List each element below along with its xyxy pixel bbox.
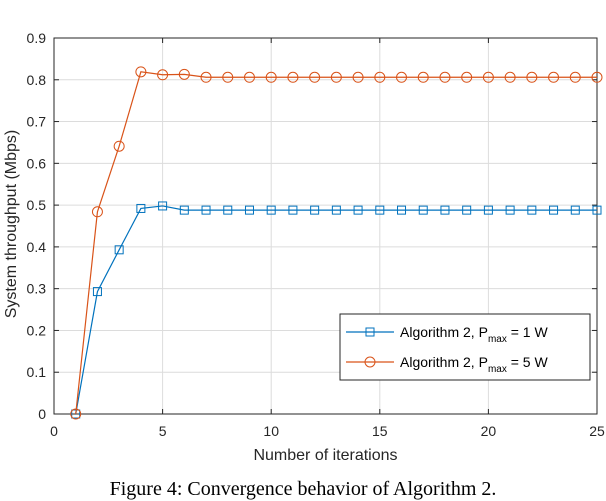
x-axis-label: Number of iterations [253,447,397,464]
x-tick-label: 0 [50,423,58,439]
data-point-circle [113,140,125,152]
data-point-square [310,205,320,215]
x-tick-label: 15 [372,423,388,439]
y-tick-label: 0.2 [27,322,47,338]
data-point-square [397,205,407,215]
figure-caption: Figure 4: Convergence behavior of Algori… [109,478,497,500]
data-point-square [440,205,450,215]
data-point-square [549,205,559,215]
data-point-circle [222,71,234,83]
legend-item: Algorithm 2, Pmax = 5 W [346,354,548,375]
data-point-circle [374,71,386,83]
y-tick-label: 0.5 [27,197,47,213]
series-layer [70,66,603,420]
data-point-circle [569,71,581,83]
data-point-square [375,205,385,215]
data-point-circle [135,66,147,78]
data-point-square [114,245,124,255]
legend-marker-circle [364,356,376,368]
y-axis-label: System throughput (Mbps) [3,130,20,319]
data-point-circle [287,71,299,83]
data-point-circle [243,71,255,83]
data-point-circle [396,71,408,83]
x-tick-label: 20 [481,423,497,439]
data-point-square [483,205,493,215]
data-point-square [462,205,472,215]
y-tick-label: 0.9 [27,30,47,46]
data-point-square [201,205,211,215]
legend-label: Algorithm 2, Pmax = 5 W [400,354,548,375]
data-point-square [353,205,363,215]
y-tick-label: 0.4 [27,239,47,255]
data-point-circle [330,71,342,83]
series-line [75,71,597,415]
data-point-circle [591,71,603,83]
legend-item: Algorithm 2, Pmax = 1 W [346,324,548,345]
data-point-circle [482,71,494,83]
data-point-circle [504,71,516,83]
data-point-square [179,205,189,215]
data-point-circle [178,68,190,80]
y-tick-label: 0.6 [27,155,47,171]
data-point-circle [157,69,169,81]
x-tick-label: 10 [263,423,279,439]
x-tick-label: 25 [589,423,605,439]
legend-marker-square [365,327,375,337]
data-point-circle [352,71,364,83]
legend: Algorithm 2, Pmax = 1 W Algorithm 2, Pmax… [339,313,591,381]
series-2 [70,66,603,420]
legend-box [339,313,591,381]
plot-area-frame [53,37,598,415]
data-point-square [592,205,602,215]
y-tick-label: 0.3 [27,281,47,297]
data-point-square [244,205,254,215]
data-point-circle [70,408,82,420]
data-point-circle [265,71,277,83]
series-line [75,205,597,415]
data-point-square [223,205,233,215]
series-1 [71,201,602,419]
data-point-square [158,201,168,211]
data-point-square [418,205,428,215]
data-point-circle [461,71,473,83]
x-axis-ticks: 0 5 10 15 20 25 [50,38,605,439]
y-tick-label: 0 [38,406,46,422]
data-point-square [92,287,102,297]
y-tick-label: 0.1 [27,364,47,380]
data-point-square [527,205,537,215]
data-point-circle [91,206,103,218]
data-point-circle [417,71,429,83]
data-point-square [331,205,341,215]
data-point-circle [439,71,451,83]
x-tick-label: 5 [159,423,167,439]
data-point-circle [309,71,321,83]
data-point-square [505,205,515,215]
data-point-square [288,205,298,215]
data-point-square [266,205,276,215]
y-tick-label: 0.7 [27,114,47,130]
y-axis-ticks: 0 0.1 0.2 0.3 0.4 0.5 0.6 0.7 0.8 0.9 [27,30,597,422]
data-point-circle [548,71,560,83]
y-tick-label: 0.8 [27,72,47,88]
data-point-square [136,203,146,213]
legend-label: Algorithm 2, Pmax = 1 W [400,324,548,345]
data-point-circle [526,71,538,83]
data-point-circle [200,71,212,83]
data-point-square [570,205,580,215]
